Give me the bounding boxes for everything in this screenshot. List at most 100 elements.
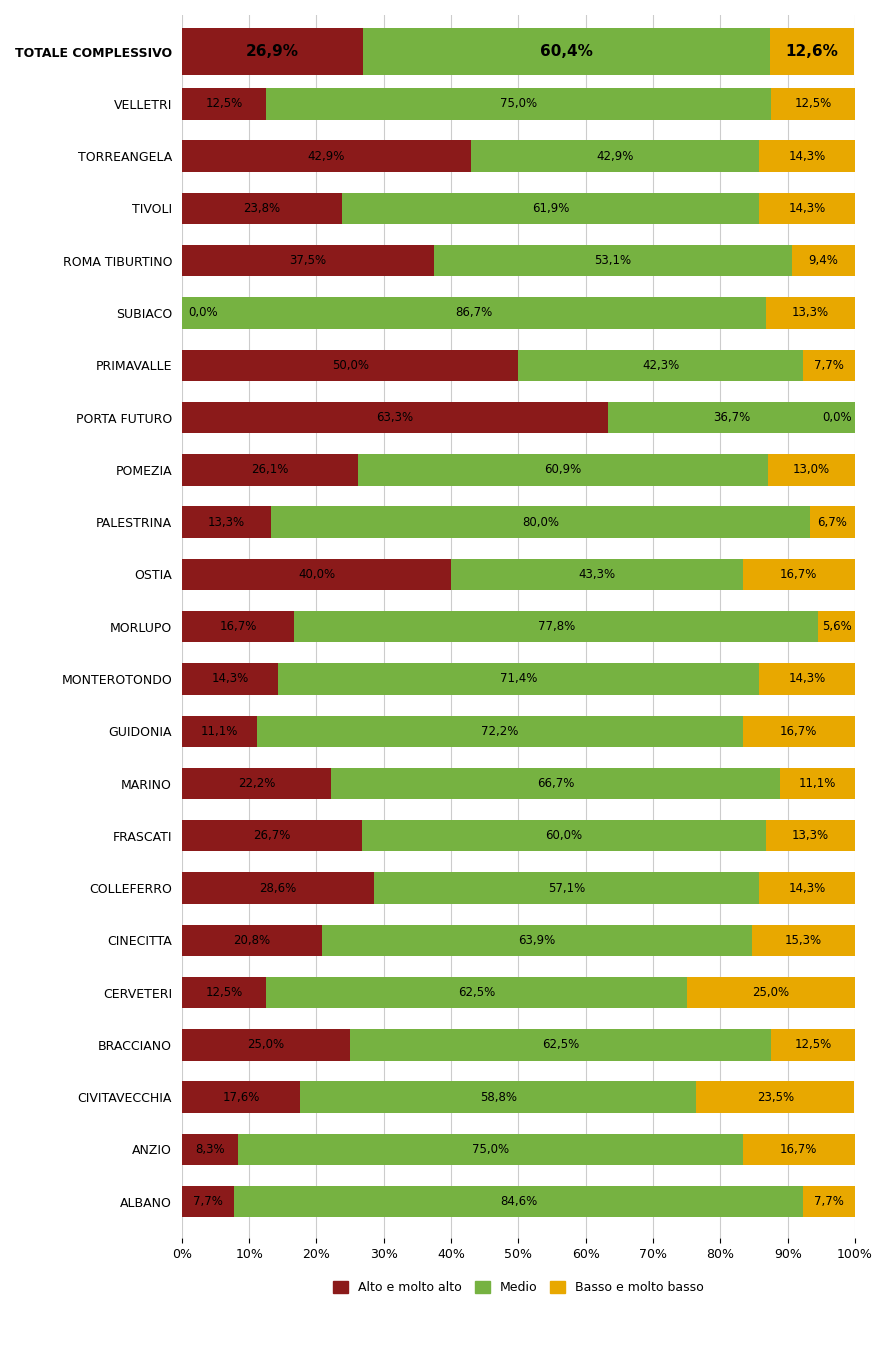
Text: 12,5%: 12,5% <box>205 987 242 999</box>
Bar <box>742 559 855 590</box>
Bar <box>767 454 855 485</box>
Bar <box>471 140 759 171</box>
Bar <box>266 88 771 120</box>
Bar <box>238 1133 742 1165</box>
Text: 60,9%: 60,9% <box>544 463 581 477</box>
Bar <box>182 402 608 434</box>
Text: 15,3%: 15,3% <box>785 934 822 947</box>
Text: 11,1%: 11,1% <box>201 724 238 738</box>
Bar <box>272 507 810 538</box>
Bar <box>266 977 686 1008</box>
Text: 7,7%: 7,7% <box>814 1196 844 1208</box>
Text: 57,1%: 57,1% <box>548 882 585 894</box>
Text: 63,3%: 63,3% <box>377 410 414 424</box>
Bar <box>519 349 804 381</box>
Bar <box>358 454 767 485</box>
Text: 23,8%: 23,8% <box>243 202 281 215</box>
Bar <box>771 1029 855 1060</box>
Text: 13,3%: 13,3% <box>792 307 829 319</box>
Bar <box>182 663 278 694</box>
Text: 13,3%: 13,3% <box>208 515 245 529</box>
Bar <box>182 977 266 1008</box>
Text: 66,7%: 66,7% <box>537 777 575 790</box>
Text: 77,8%: 77,8% <box>537 620 575 633</box>
Text: 25,0%: 25,0% <box>248 1038 284 1052</box>
Text: 28,6%: 28,6% <box>259 882 297 894</box>
Text: 20,8%: 20,8% <box>234 934 271 947</box>
Text: 12,5%: 12,5% <box>795 98 831 110</box>
Text: 16,7%: 16,7% <box>781 568 818 580</box>
Text: 14,3%: 14,3% <box>211 673 249 685</box>
Bar <box>361 819 765 852</box>
Bar <box>804 1186 855 1218</box>
Bar <box>234 1186 804 1218</box>
Bar <box>686 977 855 1008</box>
Text: 13,3%: 13,3% <box>792 829 829 843</box>
Text: 14,3%: 14,3% <box>789 202 826 215</box>
Bar <box>182 140 471 171</box>
Text: 12,5%: 12,5% <box>205 98 242 110</box>
Text: 62,5%: 62,5% <box>457 987 495 999</box>
Legend: Alto e molto alto, Medio, Basso e molto basso: Alto e molto alto, Medio, Basso e molto … <box>329 1276 709 1299</box>
Text: 25,0%: 25,0% <box>752 987 789 999</box>
Bar <box>758 872 855 904</box>
Text: 0,0%: 0,0% <box>822 410 852 424</box>
Bar <box>451 559 742 590</box>
Text: 37,5%: 37,5% <box>289 254 327 268</box>
Bar <box>257 716 742 747</box>
Bar <box>182 1186 234 1218</box>
Bar <box>182 507 272 538</box>
Text: 71,4%: 71,4% <box>500 673 537 685</box>
Bar <box>182 872 375 904</box>
Text: 42,9%: 42,9% <box>307 149 345 163</box>
Text: 40,0%: 40,0% <box>298 568 335 580</box>
Bar <box>434 245 792 276</box>
Bar <box>792 245 855 276</box>
Bar <box>182 1029 350 1060</box>
Bar <box>182 349 519 381</box>
Text: 8,3%: 8,3% <box>195 1143 225 1157</box>
Bar <box>182 924 321 955</box>
Bar <box>742 716 855 747</box>
Bar <box>182 559 451 590</box>
Text: 6,7%: 6,7% <box>818 515 847 529</box>
Bar <box>182 193 342 224</box>
Text: 26,7%: 26,7% <box>253 829 290 843</box>
Bar <box>696 1082 854 1113</box>
Text: 42,9%: 42,9% <box>597 149 634 163</box>
Text: 50,0%: 50,0% <box>331 359 369 372</box>
Bar <box>182 716 257 747</box>
Bar <box>182 1133 238 1165</box>
Bar <box>363 29 770 75</box>
Bar <box>182 768 331 799</box>
Bar <box>342 193 758 224</box>
Text: 14,3%: 14,3% <box>789 673 826 685</box>
Text: 75,0%: 75,0% <box>500 98 537 110</box>
Text: 60,4%: 60,4% <box>540 43 592 58</box>
Text: 22,2%: 22,2% <box>238 777 275 790</box>
Bar <box>182 819 361 852</box>
Bar <box>182 29 363 75</box>
Bar <box>350 1029 771 1060</box>
Bar <box>770 29 854 75</box>
Bar <box>182 88 266 120</box>
Text: 7,7%: 7,7% <box>814 359 844 372</box>
Bar <box>810 507 855 538</box>
Text: 63,9%: 63,9% <box>519 934 556 947</box>
Text: 12,6%: 12,6% <box>786 43 838 58</box>
Bar <box>771 88 855 120</box>
Bar <box>375 872 758 904</box>
Bar <box>804 349 855 381</box>
Text: 42,3%: 42,3% <box>642 359 679 372</box>
Text: 9,4%: 9,4% <box>808 254 838 268</box>
Text: 11,1%: 11,1% <box>799 777 836 790</box>
Bar <box>182 454 358 485</box>
Text: 86,7%: 86,7% <box>455 307 492 319</box>
Text: 36,7%: 36,7% <box>713 410 750 424</box>
Bar <box>278 663 758 694</box>
Text: 60,0%: 60,0% <box>545 829 583 843</box>
Text: 26,1%: 26,1% <box>251 463 289 477</box>
Bar <box>182 1082 300 1113</box>
Text: 72,2%: 72,2% <box>481 724 519 738</box>
Text: 53,1%: 53,1% <box>594 254 631 268</box>
